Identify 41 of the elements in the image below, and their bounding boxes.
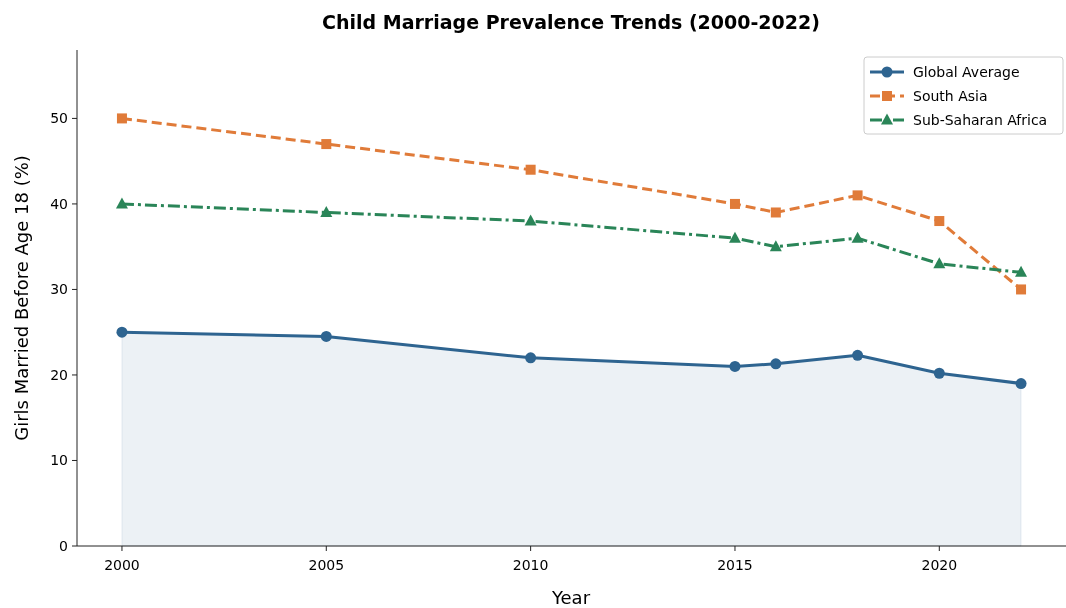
point — [320, 205, 333, 217]
point — [851, 231, 864, 243]
chart-title: Child Marriage Prevalence Trends (2000-2022) — [322, 11, 820, 33]
point — [525, 352, 537, 364]
point — [852, 349, 864, 361]
x-tick-label: 2000 — [104, 557, 140, 573]
point — [933, 367, 945, 379]
point — [728, 231, 741, 243]
point — [852, 190, 863, 201]
legend-label: Global Average — [913, 64, 1020, 80]
point — [729, 360, 741, 372]
point — [1016, 284, 1027, 295]
point — [116, 113, 127, 124]
x-tick-label: 2010 — [512, 557, 549, 573]
point — [115, 197, 128, 209]
y-tick-label: 20 — [50, 366, 68, 383]
x-tick-label: 2005 — [308, 557, 345, 573]
x-tick-label: 2020 — [921, 557, 958, 573]
y-tick-label: 30 — [50, 281, 68, 298]
y-tick-label: 50 — [50, 110, 68, 127]
y-tick-label: 40 — [50, 195, 68, 212]
x-axis-title: Year — [550, 587, 591, 608]
point — [525, 164, 536, 175]
point — [934, 216, 945, 227]
legend-label: Sub-Saharan Africa — [913, 112, 1048, 128]
y-axis-title: Girls Married Before Age 18 (%) — [11, 155, 32, 441]
point — [116, 326, 128, 338]
y-tick-label: 10 — [50, 452, 68, 469]
point — [321, 139, 332, 150]
point — [1015, 265, 1028, 277]
legend-label: South Asia — [913, 88, 988, 104]
point — [770, 358, 782, 370]
point — [769, 240, 782, 252]
point — [770, 207, 781, 218]
y-tick-label: 0 — [59, 538, 68, 554]
x-tick-label: 2015 — [717, 557, 753, 573]
point — [1015, 378, 1027, 390]
point — [729, 198, 740, 209]
point — [933, 257, 946, 269]
point — [524, 214, 537, 226]
point — [320, 330, 332, 342]
